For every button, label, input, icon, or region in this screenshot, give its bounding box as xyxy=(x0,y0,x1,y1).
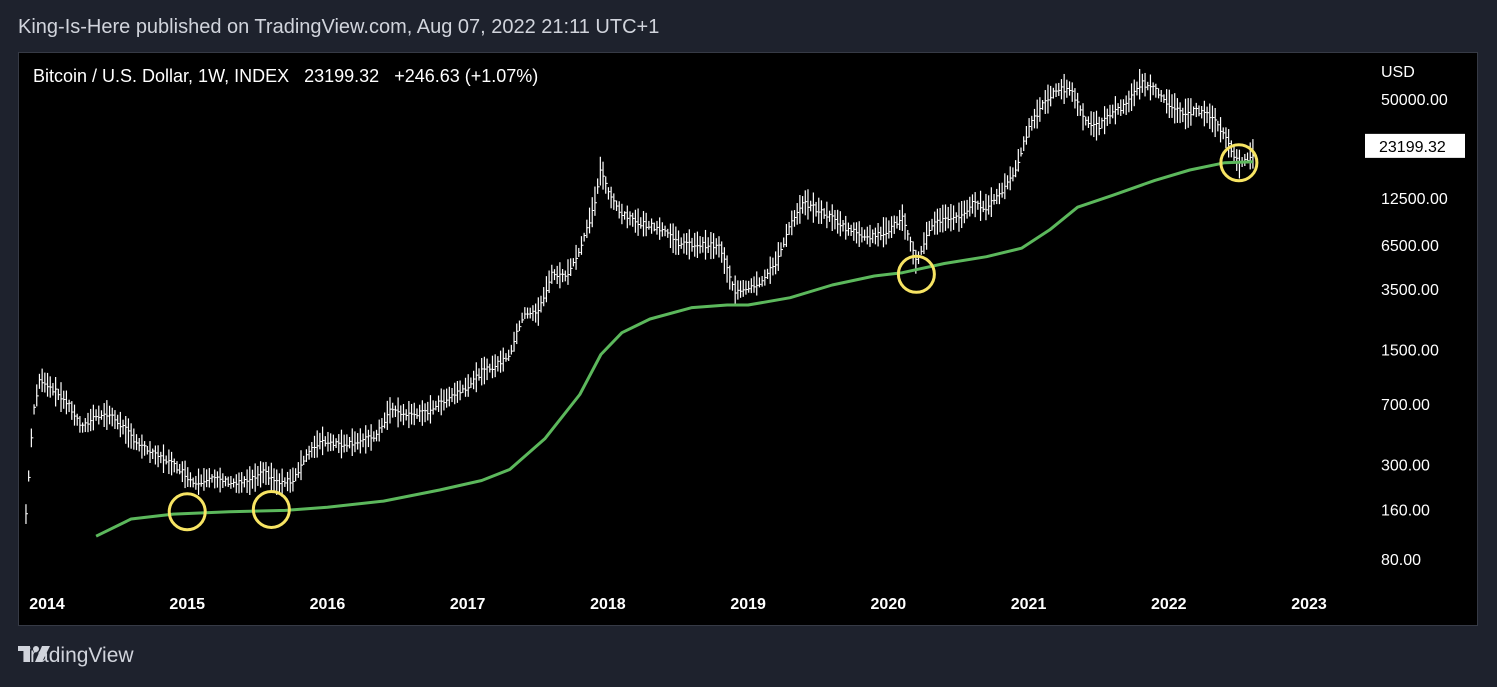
highlight-circles xyxy=(167,143,1259,532)
x-tick-label: 2014 xyxy=(29,596,65,613)
highlight-circle xyxy=(167,492,207,532)
moving-average-line xyxy=(95,160,1253,538)
x-tick-label: 2021 xyxy=(1011,596,1047,613)
x-tick-label: 2017 xyxy=(450,596,486,613)
y-tick-label: 12500.00 xyxy=(1381,191,1448,208)
price-change: +246.63 (+1.07%) xyxy=(394,66,539,86)
y-tick-label: 6500.00 xyxy=(1381,238,1439,255)
x-tick-label: 2019 xyxy=(730,596,766,613)
x-tick-label: 2022 xyxy=(1151,596,1187,613)
y-tick-label: 1500.00 xyxy=(1381,343,1439,360)
publish-info: King-Is-Here published on TradingView.co… xyxy=(18,16,660,38)
footer-brand[interactable]: TradingView xyxy=(18,644,134,668)
moving-average-layer xyxy=(95,160,1253,538)
currency-label: USD xyxy=(1381,64,1415,81)
symbol-name: Bitcoin / U.S. Dollar, 1W, INDEX xyxy=(33,66,290,86)
price-bars xyxy=(25,68,1255,524)
chart-area[interactable]: USD 50000.00 12500.00 6500.00 3500.00 1500.00… xyxy=(18,52,1478,626)
last-price: 23199.32 xyxy=(304,66,380,86)
price-chart: USD 50000.00 12500.00 6500.00 3500.00 1500.00… xyxy=(25,64,1465,613)
highlight-circle xyxy=(1219,143,1259,183)
y-tick-label: 300.00 xyxy=(1381,458,1430,475)
symbol-legend: Bitcoin / U.S. Dollar, 1W, INDEX 23199.3… xyxy=(33,66,548,87)
x-tick-label: 2018 xyxy=(590,596,626,613)
x-tick-label: 2016 xyxy=(310,596,346,613)
y-tick-label: 3500.00 xyxy=(1381,282,1439,299)
x-tick-label: 2023 xyxy=(1291,596,1327,613)
y-tick-label: 700.00 xyxy=(1381,397,1430,414)
x-tick-label: 2015 xyxy=(169,596,205,613)
last-price-tag-label: 23199.32 xyxy=(1379,139,1446,156)
last-price-tag xyxy=(1365,133,1465,158)
y-tick-label: 160.00 xyxy=(1381,502,1430,519)
tradingview-logo-icon xyxy=(18,646,50,662)
time-axis[interactable]: 2014 2015 2016 2017 2018 2019 2020 2021 2022 2023 xyxy=(29,596,1327,613)
highlight-circle xyxy=(251,489,291,529)
y-tick-label: 80.00 xyxy=(1381,552,1421,569)
highlight-circle xyxy=(896,254,936,294)
y-tick-label: 50000.00 xyxy=(1381,92,1448,109)
x-tick-label: 2020 xyxy=(871,596,907,613)
price-axis[interactable]: USD 50000.00 12500.00 6500.00 3500.00 1500.00… xyxy=(1365,64,1465,569)
